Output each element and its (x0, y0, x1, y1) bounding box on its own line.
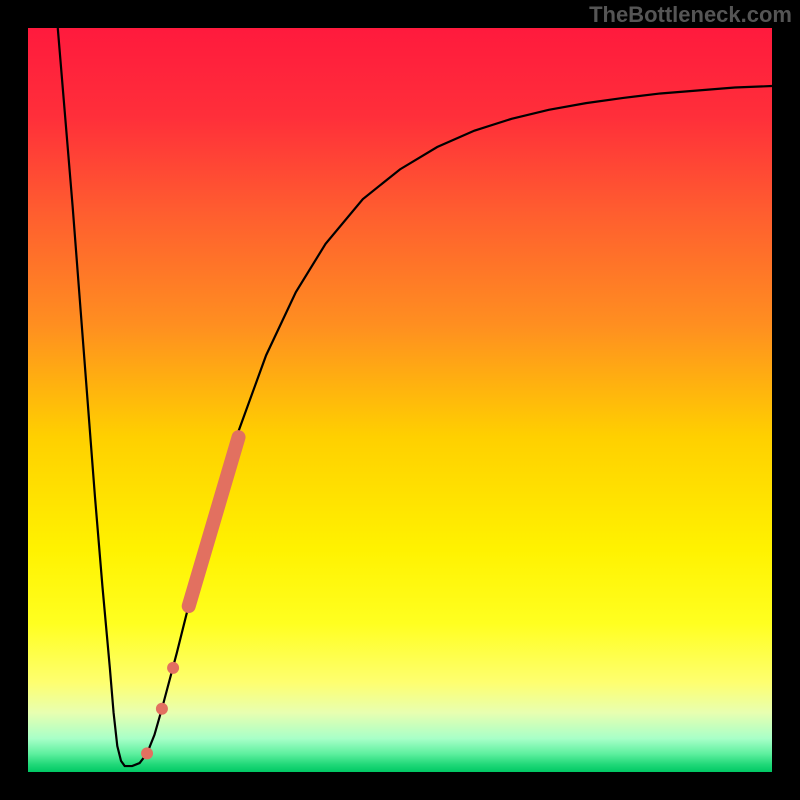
highlight-dot (156, 703, 168, 715)
chart-background (28, 28, 772, 772)
highlight-dot (141, 747, 153, 759)
highlight-dot (167, 662, 179, 674)
watermark-text: TheBottleneck.com (589, 2, 792, 28)
chart-container: { "watermark": { "text": "TheBottleneck.… (0, 0, 800, 800)
bottleneck-chart (0, 0, 800, 800)
